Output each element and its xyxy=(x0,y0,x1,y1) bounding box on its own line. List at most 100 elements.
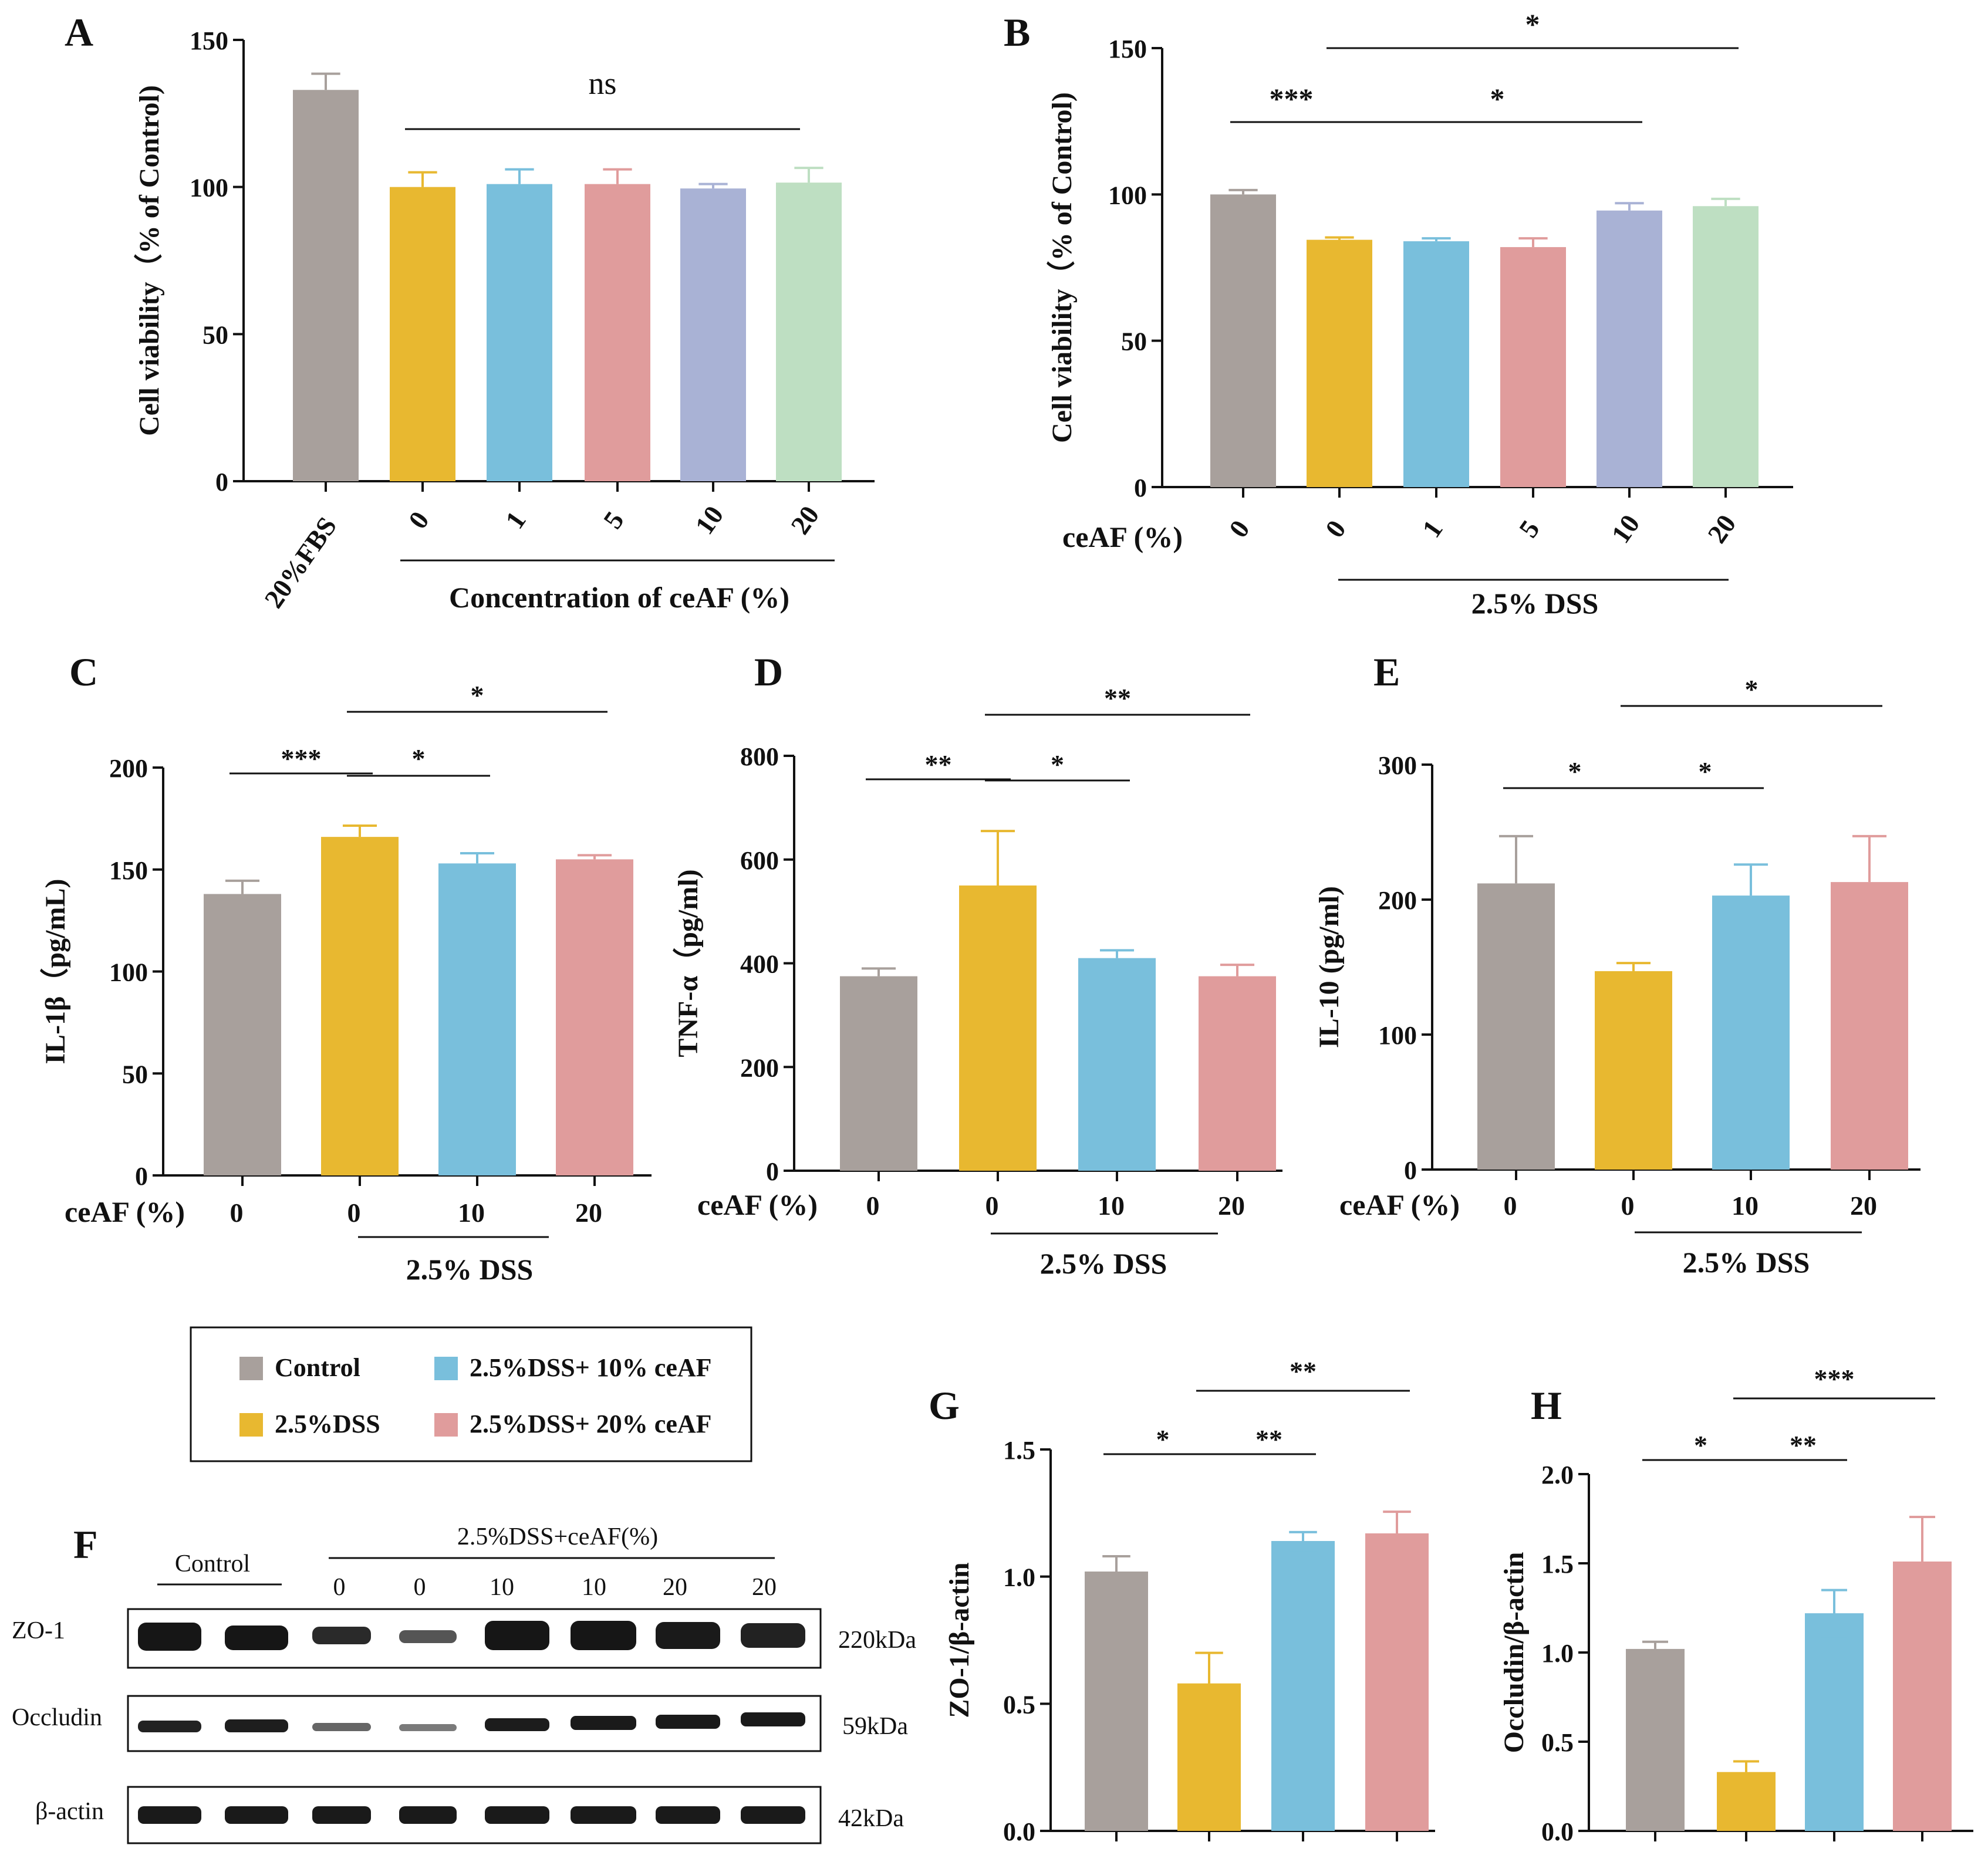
y-tick-label: 0 xyxy=(1404,1156,1417,1185)
blot-row-mw-occludin: 59kDa xyxy=(842,1713,908,1740)
panel-letter-f: F xyxy=(73,1522,98,1567)
y-tick-label: 400 xyxy=(740,950,779,979)
blot-band xyxy=(399,1724,457,1731)
y-axis-label: Occludin/β-actin xyxy=(1498,1552,1530,1753)
y-tick-label: 0 xyxy=(135,1162,148,1191)
bar xyxy=(321,837,399,1175)
blot-row-mw-actin: 42kDa xyxy=(838,1805,904,1832)
chart-e: E 0 100 200 300 IL-10 (pg/ml) 0 0 10 20 ceAF (%) 2.… xyxy=(1314,650,1921,1279)
bar xyxy=(959,885,1037,1171)
blot-lane-label: 0 xyxy=(333,1574,346,1601)
blot-row-name-zo1: ZO-1 xyxy=(12,1617,65,1644)
legend-swatch-dss10 xyxy=(434,1357,458,1380)
blot-band xyxy=(656,1806,720,1824)
panel-letter: A xyxy=(65,10,93,55)
y-tick-label: 300 xyxy=(1378,751,1417,780)
x-tick-label: 10 xyxy=(458,1198,485,1228)
blot-row-mw-zo1: 220kDa xyxy=(838,1627,916,1654)
x-tick-label: 0 xyxy=(1319,515,1352,543)
x-tick-label: 0 xyxy=(1621,1191,1635,1221)
bar xyxy=(1805,1613,1864,1831)
y-tick-label: 2.0 xyxy=(1541,1461,1574,1489)
group-label: Concentration of ceAF (%) xyxy=(449,581,789,614)
chart-c: C 0 50 100 150 200 IL-1β（pg/mL) 0 0 10 20 ceAF (%) 2… xyxy=(40,650,652,1286)
x-prefix-label: ceAF (%) xyxy=(697,1188,818,1221)
panel-letter: H xyxy=(1531,1383,1562,1428)
chart-d: D 0 200 400 600 800 TNF-α（pg/ml) 0 0 10 20 ceAF (%)… xyxy=(673,650,1282,1280)
y-tick-label: 0 xyxy=(1134,474,1147,502)
y-tick-label: 0 xyxy=(215,468,228,496)
y-tick-label: 200 xyxy=(1378,886,1417,915)
bar xyxy=(1477,883,1555,1170)
blot-band xyxy=(656,1715,720,1729)
bar xyxy=(556,859,633,1175)
bar xyxy=(840,976,917,1171)
blot-band xyxy=(225,1719,288,1732)
x-tick-label: 0 xyxy=(403,506,435,534)
blot-band xyxy=(485,1806,549,1824)
significance-label: * xyxy=(471,680,484,710)
blot-control-label: Control xyxy=(175,1550,250,1577)
y-tick-label: 800 xyxy=(740,742,779,771)
blot-treatment-label: 2.5%DSS+ceAF(%) xyxy=(457,1523,658,1550)
significance-label: ** xyxy=(1290,1356,1317,1386)
y-axis-label: TNF-α（pg/ml) xyxy=(673,869,704,1057)
group-label: 2.5% DSS xyxy=(1471,587,1599,620)
bar xyxy=(1403,241,1469,487)
panel-letter: D xyxy=(754,650,783,694)
significance-label: * xyxy=(1525,8,1540,40)
significance-label: *** xyxy=(1270,82,1314,115)
bar xyxy=(1365,1533,1429,1831)
panel-letter: G xyxy=(929,1383,960,1428)
bar xyxy=(1199,976,1276,1171)
significance-label: ** xyxy=(1790,1430,1817,1460)
bar xyxy=(776,183,842,481)
x-tick-label: 20 xyxy=(1218,1191,1245,1221)
significance-label: *** xyxy=(1814,1364,1855,1394)
y-axis-label: Cell viability（% of Control) xyxy=(1047,92,1078,443)
blot-band xyxy=(571,1621,636,1650)
y-axis-label: Cell viability（% of Control) xyxy=(134,85,165,436)
significance-label: * xyxy=(1745,674,1759,704)
blot-lane-label: 20 xyxy=(663,1574,687,1601)
blot-lane-label: 10 xyxy=(490,1574,514,1601)
blot-band xyxy=(399,1806,457,1824)
significance-label: ** xyxy=(925,749,952,779)
blot-lane-label: 10 xyxy=(582,1574,606,1601)
bar xyxy=(1597,210,1662,487)
x-prefix-label: ceAF (%) xyxy=(1062,521,1183,553)
y-tick-label: 150 xyxy=(109,856,148,885)
y-tick-label: 50 xyxy=(1121,327,1147,356)
legend-label-dss10: 2.5%DSS+ 10% ceAF xyxy=(470,1353,712,1382)
blot-row-name-occludin: Occludin xyxy=(12,1704,102,1731)
y-tick-label: 0.0 xyxy=(1003,1817,1035,1846)
x-tick-label: 0 xyxy=(230,1198,244,1228)
blot-band xyxy=(312,1723,371,1731)
y-tick-label: 100 xyxy=(109,958,148,987)
bar xyxy=(1831,882,1908,1170)
y-tick-label: 0.0 xyxy=(1541,1817,1574,1846)
x-tick-label: 0 xyxy=(1223,515,1255,543)
significance-label: * xyxy=(1568,756,1582,786)
western-blot: F Control 2.5%DSS+ceAF(%) 0 0 10 10 20 2… xyxy=(12,1522,916,1844)
blot-band xyxy=(225,1626,288,1650)
legend: Control 2.5%DSS+ 10% ceAF 2.5%DSS 2.5%DS… xyxy=(190,1326,752,1462)
y-tick-label: 50 xyxy=(122,1060,148,1089)
significance-label: ns xyxy=(588,66,616,101)
bar xyxy=(1078,958,1156,1171)
significance-label: * xyxy=(412,744,426,773)
legend-swatch-dss xyxy=(239,1413,263,1437)
blot-band xyxy=(225,1806,288,1824)
bar xyxy=(1271,1541,1335,1831)
group-label: 2.5% DSS xyxy=(406,1253,534,1286)
blot-band xyxy=(741,1623,805,1648)
y-tick-label: 150 xyxy=(1108,35,1147,63)
bar xyxy=(438,863,516,1175)
blot-band xyxy=(741,1806,805,1824)
blot-lane-label: 0 xyxy=(414,1574,426,1601)
blot-band xyxy=(485,1718,549,1731)
group-label: 2.5% DSS xyxy=(1040,1247,1167,1280)
x-tick-label: 20 xyxy=(575,1198,602,1228)
